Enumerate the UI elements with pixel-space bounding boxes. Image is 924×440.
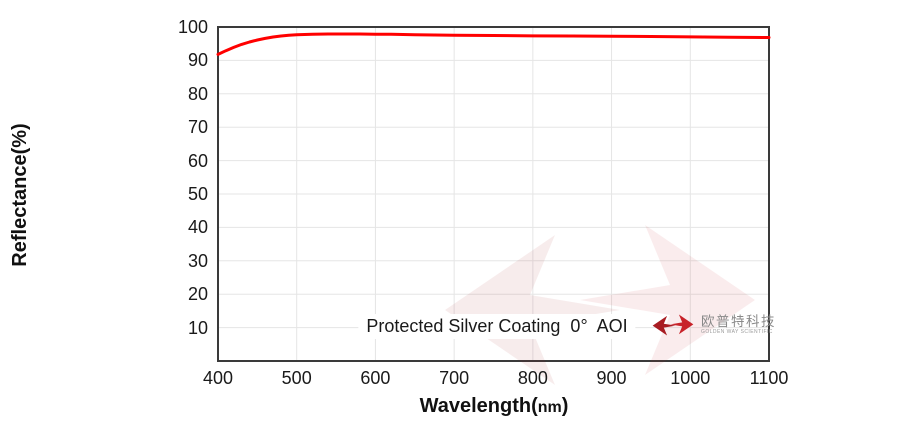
- x-tick-label: 800: [517, 368, 548, 388]
- y-tick-label: 50: [187, 184, 208, 204]
- brand-name-en: GOLDEN WAY SCIENTIFIC: [701, 328, 773, 335]
- x-tick-label: 700: [439, 368, 470, 388]
- y-tick-label: 30: [187, 250, 208, 271]
- y-tick-label: 10: [187, 317, 208, 338]
- series-annotation: Protected Silver Coating 0° AOI: [358, 314, 636, 339]
- x-tick-label: 500: [281, 368, 312, 388]
- plot-frame: [217, 26, 770, 362]
- x-axis-title-unit: nm: [537, 399, 562, 416]
- y-tick-label: 100: [177, 17, 208, 37]
- brand-name-cn: 欧普特科技: [701, 313, 776, 329]
- brand-logo-icon: [652, 314, 694, 336]
- x-axis-title-close: ): [561, 395, 569, 417]
- gridlines: [218, 27, 769, 361]
- x-axis-title-main: Wavelength(: [419, 395, 538, 417]
- y-tick-label: 70: [187, 117, 208, 138]
- x-tick-label: 900: [596, 368, 627, 388]
- reflectance-curve: [216, 32, 771, 56]
- y-tick-label: 40: [187, 217, 208, 238]
- brand-logo: 欧普特科技 GOLDEN WAY SCIENTIFIC: [652, 311, 776, 339]
- y-tick-label: 20: [187, 284, 208, 305]
- x-tick-label: 1000: [670, 368, 711, 388]
- y-tick-label: 60: [187, 150, 208, 171]
- x-tick-label: 1100: [749, 368, 789, 388]
- x-axis-title: Wavelength(nm): [343, 395, 645, 418]
- x-tick-label: 400: [202, 368, 234, 388]
- y-tick-label: 80: [187, 83, 208, 104]
- y-tick-label: 90: [187, 50, 208, 71]
- y-axis-title: Reflectance(%): [9, 123, 31, 267]
- x-tick-label: 600: [360, 368, 391, 388]
